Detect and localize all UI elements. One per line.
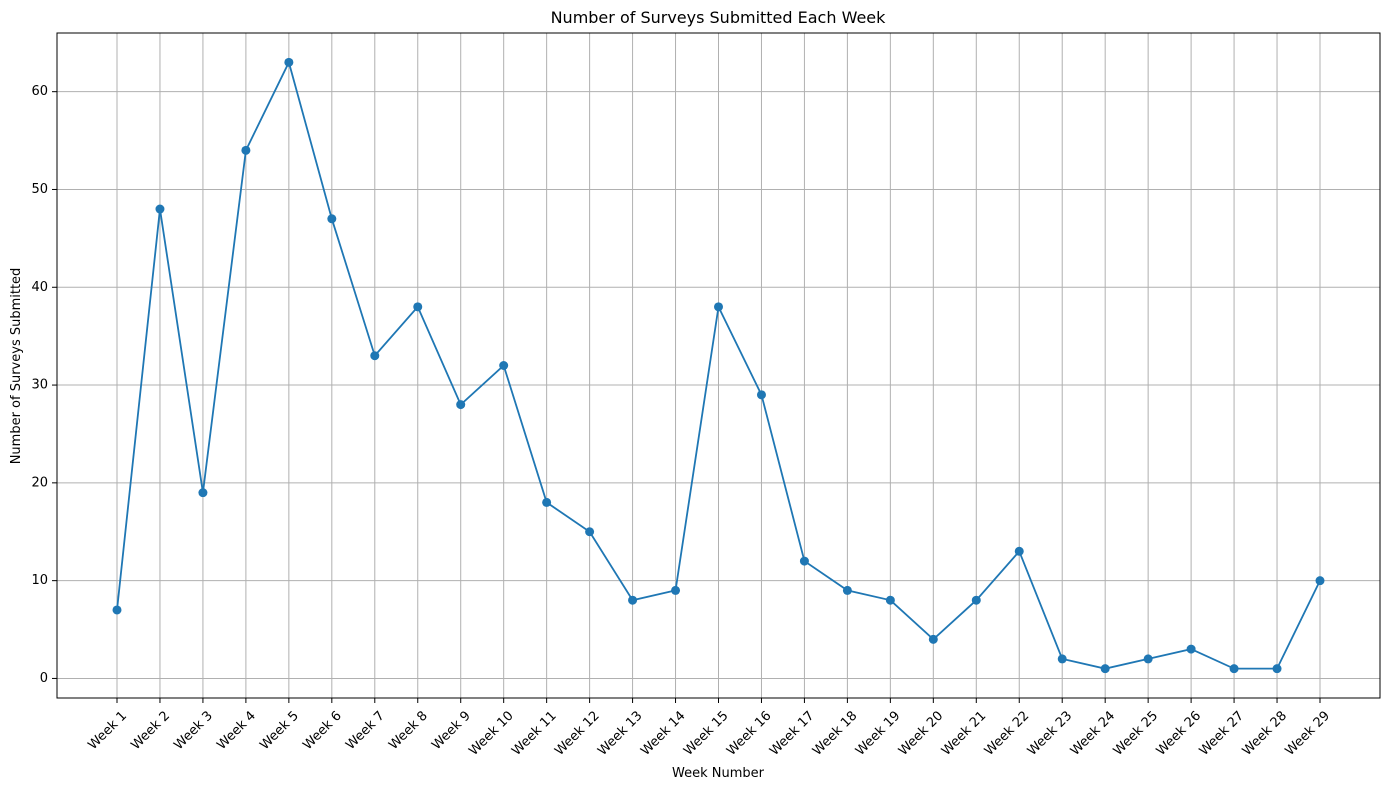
x-tick-label: Week 14 [638,708,688,758]
y-tick-label: 40 [31,280,48,295]
data-point [284,58,293,67]
x-axis-label: Week Number [672,766,765,781]
x-tick-label: Week 18 [810,708,860,758]
data-point [585,527,594,536]
x-tick-label: Week 2 [128,708,173,753]
y-axis-label: Number of Surveys Submitted [9,268,24,465]
data-point [1187,645,1196,654]
data-point [155,205,164,214]
data-point [972,596,981,605]
x-tick-label: Week 1 [85,708,130,753]
y-tick-label: 50 [31,182,48,197]
data-point [456,400,465,409]
data-point [1230,664,1239,673]
x-tick-label: Week 5 [257,708,302,753]
x-tick-label: Week 26 [1154,708,1204,758]
y-tick-label: 0 [40,671,48,686]
data-point [1316,576,1325,585]
x-tick-label: Week 10 [466,708,516,758]
x-tick-label: Week 23 [1025,708,1075,758]
x-tick-label: Week 17 [767,708,817,758]
x-tick-label: Week 27 [1197,708,1247,758]
y-axis-ticks: 0 10 20 30 40 50 60 [31,84,57,686]
x-tick-label: Week 3 [171,708,216,753]
data-point [1015,547,1024,556]
data-point [929,635,938,644]
data-point [886,596,895,605]
x-tick-label: Week 12 [552,708,602,758]
x-tick-label: Week 16 [724,708,774,758]
x-tick-label: Week 15 [681,708,731,758]
y-tick-label: 20 [31,475,48,490]
data-point [113,605,122,614]
chart-title: Number of Surveys Submitted Each Week [551,8,887,27]
data-point [843,586,852,595]
x-tick-label: Week 4 [214,708,259,753]
x-tick-label: Week 21 [939,708,989,758]
x-tick-label: Week 6 [300,708,345,753]
x-tick-label: Week 20 [896,708,946,758]
x-tick-label: Week 28 [1240,708,1290,758]
data-point [1144,654,1153,663]
data-point [1058,654,1067,663]
x-tick-label: Week 22 [982,708,1032,758]
x-tick-label: Week 11 [509,708,559,758]
data-point [499,361,508,370]
data-point [714,302,723,311]
data-point [370,351,379,360]
x-tick-label: Week 8 [386,708,431,753]
data-point [413,302,422,311]
data-point [241,146,250,155]
y-tick-label: 30 [31,378,48,393]
x-tick-label: Week 13 [595,708,645,758]
y-tick-label: 10 [31,573,48,588]
data-point [671,586,680,595]
x-tick-label: Week 29 [1283,708,1333,758]
data-point [757,390,766,399]
data-point [628,596,637,605]
data-point [542,498,551,507]
x-tick-label: Week 25 [1111,708,1161,758]
y-tick-label: 60 [31,84,48,99]
data-point [327,214,336,223]
data-point [1101,664,1110,673]
x-tick-label: Week 19 [853,708,903,758]
x-tick-label: Week 24 [1068,708,1118,758]
data-point [1273,664,1282,673]
data-point [800,557,809,566]
data-point [198,488,207,497]
x-tick-label: Week 7 [343,708,388,753]
